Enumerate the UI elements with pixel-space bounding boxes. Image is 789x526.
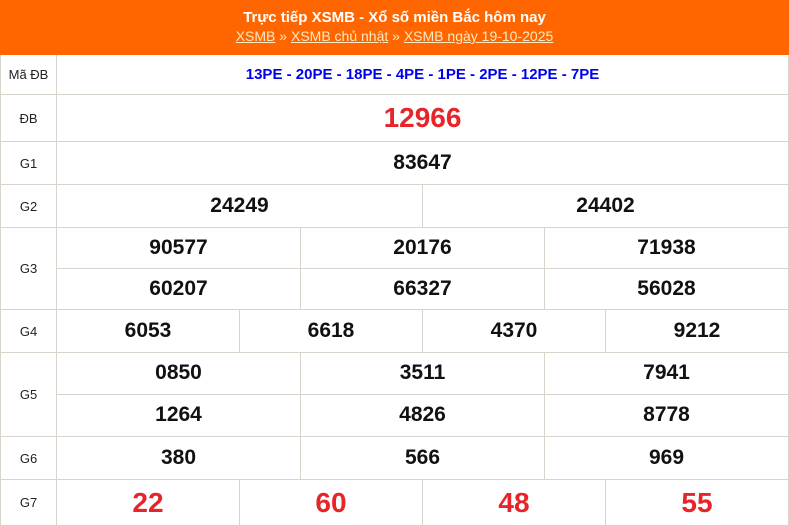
prize-number: 6053 [57, 310, 240, 352]
row-label: G1 [0, 142, 57, 184]
row-g5: G5 0850 3511 7941 1264 4826 8778 [0, 353, 789, 437]
row-g1: G1 83647 [0, 142, 789, 185]
page-header: Trực tiếp XSMB - Xổ số miền Bắc hôm nay … [0, 0, 789, 55]
prize-number: 55 [606, 480, 789, 525]
row-label: G5 [0, 353, 57, 436]
row-ma_db: Mã ĐB 13PE - 20PE - 18PE - 4PE - 1PE - 2P… [0, 55, 789, 95]
prize-number: 6618 [240, 310, 423, 352]
special-code: 13PE - 20PE - 18PE - 4PE - 1PE - 2PE - 1… [57, 55, 789, 94]
prize-number: 60 [240, 480, 423, 525]
prize-number: 969 [545, 437, 789, 479]
prize-number: 48 [423, 480, 606, 525]
results-table: Mã ĐB 13PE - 20PE - 18PE - 4PE - 1PE - 2P… [0, 55, 789, 526]
prize-number: 9212 [606, 310, 789, 352]
row-label: G7 [0, 480, 57, 525]
prize-number: 4826 [301, 394, 545, 436]
prize-number: 380 [57, 437, 301, 479]
prize-number: 56028 [545, 268, 789, 309]
prize-number: 566 [301, 437, 545, 479]
prize-number: 24249 [57, 185, 423, 227]
row-db: ĐB 12966 [0, 95, 789, 142]
row-label: Mã ĐB [0, 55, 57, 94]
prize-number: 12966 [57, 95, 789, 141]
breadcrumb-xsmb-sunday[interactable]: XSMB chủ nhật [290, 28, 389, 44]
breadcrumb-xsmb[interactable]: XSMB [235, 28, 276, 44]
breadcrumb: XSMB » XSMB chủ nhật » XSMB ngày 19-10-2… [0, 27, 789, 45]
row-label: G2 [0, 185, 57, 227]
row-g3: G3 90577 20176 71938 60207 66327 56028 [0, 228, 789, 310]
row-g7: G7 22 60 48 55 [0, 480, 789, 526]
page-title: Trực tiếp XSMB - Xổ số miền Bắc hôm nay [243, 9, 546, 26]
prize-number: 24402 [423, 185, 789, 227]
prize-number: 8778 [545, 394, 789, 436]
row-g2: G2 24249 24402 [0, 185, 789, 228]
prize-number: 3511 [301, 353, 545, 395]
breadcrumb-separator: » [392, 28, 400, 44]
row-label: ĐB [0, 95, 57, 141]
row-label: G4 [0, 310, 57, 352]
row-label: G3 [0, 228, 57, 309]
prize-number: 60207 [57, 268, 301, 309]
row-g6: G6 380 566 969 [0, 437, 789, 480]
prize-number: 71938 [545, 228, 789, 269]
prize-number: 1264 [57, 394, 301, 436]
prize-number: 22 [57, 480, 240, 525]
prize-number: 7941 [545, 353, 789, 395]
prize-number: 20176 [301, 228, 545, 269]
prize-number: 90577 [57, 228, 301, 269]
breadcrumb-separator: » [279, 28, 288, 44]
prize-number: 0850 [57, 353, 301, 395]
breadcrumb-xsmb-date[interactable]: XSMB ngày 19-10-2025 [403, 28, 554, 44]
prize-number: 66327 [301, 268, 545, 309]
row-label: G6 [0, 437, 57, 479]
prize-number: 4370 [423, 310, 606, 352]
row-g4: G4 6053 6618 4370 9212 [0, 310, 789, 353]
prize-number: 83647 [57, 142, 789, 184]
